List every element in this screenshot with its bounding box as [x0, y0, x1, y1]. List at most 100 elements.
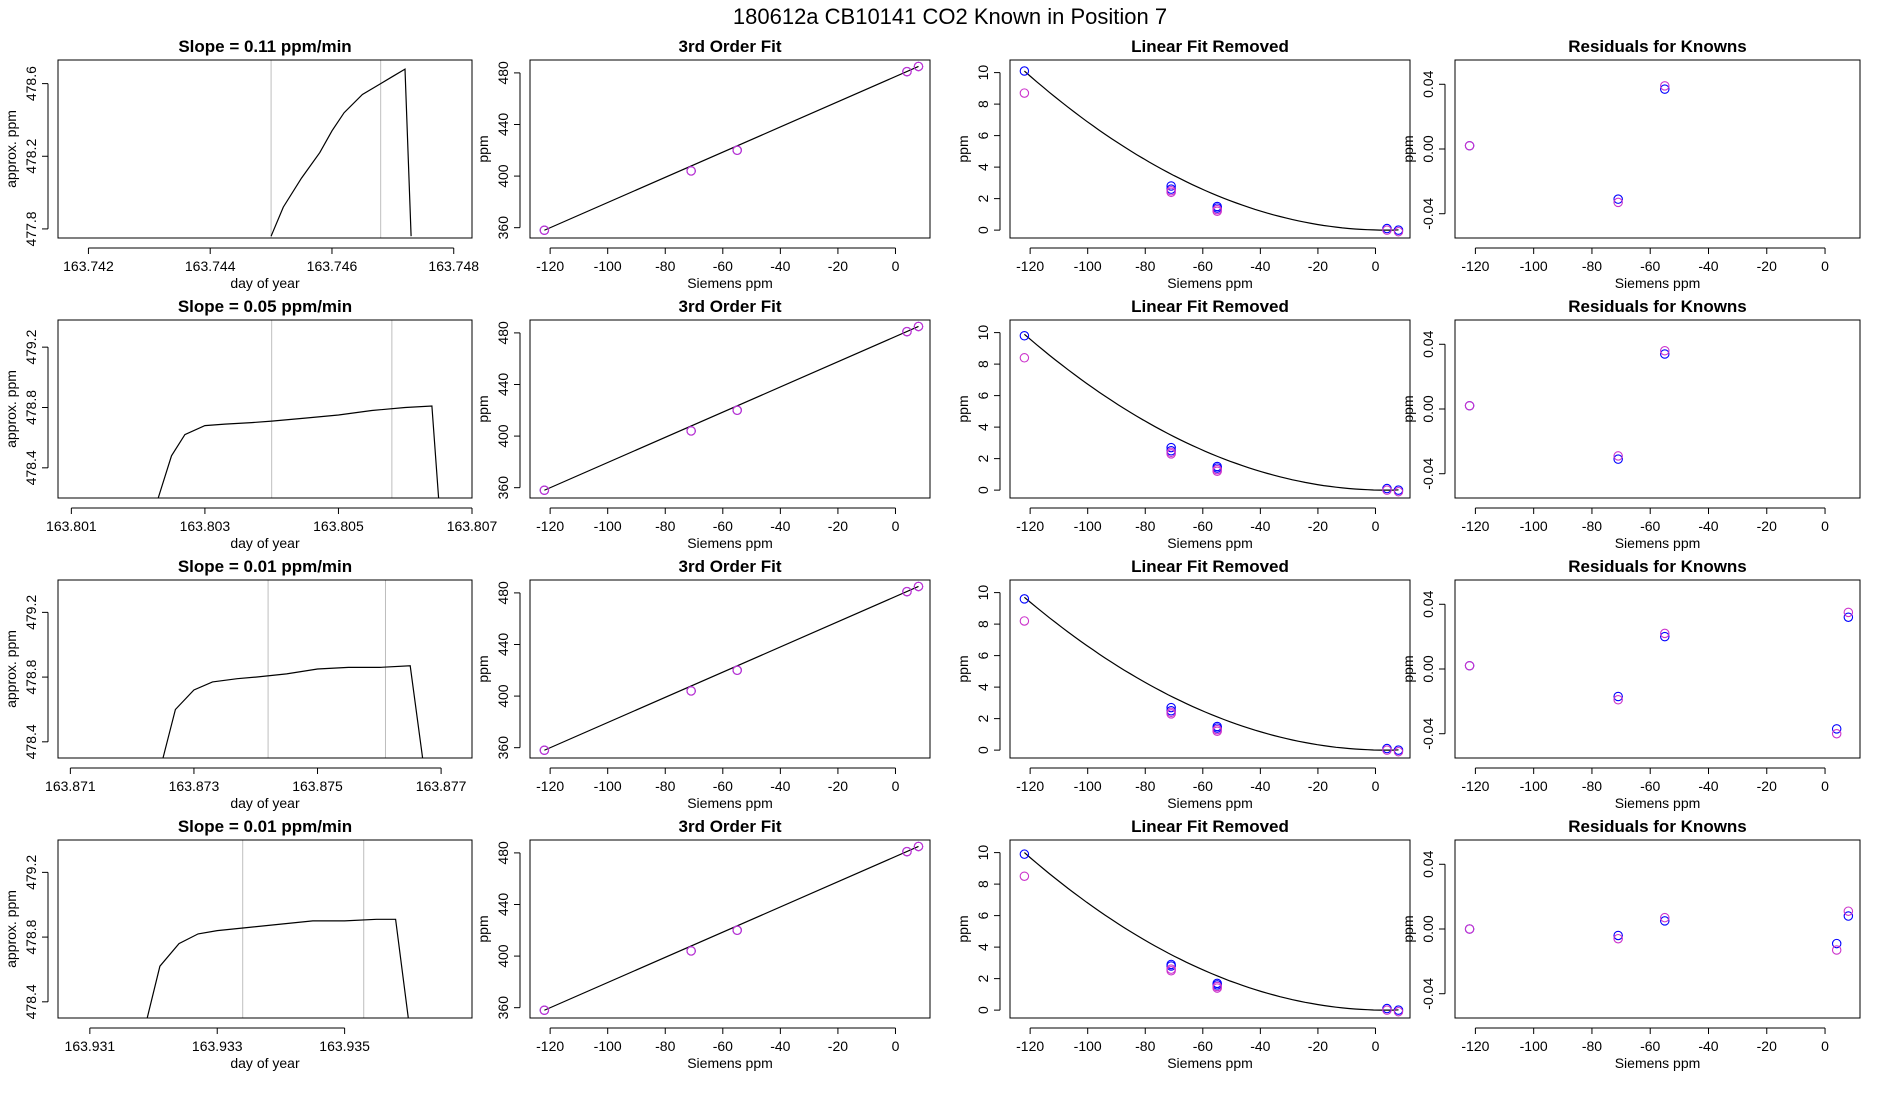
fit-line	[544, 325, 919, 491]
data-point	[1613, 194, 1623, 204]
y-tick-label: 440	[495, 113, 511, 137]
plot-frame	[1454, 579, 1861, 759]
data-point	[1393, 1006, 1404, 1017]
x-tick-label: -80	[1582, 778, 1602, 794]
x-tick-label: -80	[1135, 1038, 1155, 1054]
x-tick-label: 163.801	[46, 518, 97, 534]
data-point	[1613, 197, 1623, 208]
data-point	[1843, 607, 1854, 618]
x-tick-label: 0	[892, 1038, 900, 1054]
x-tick-label: -100	[594, 518, 622, 534]
series-line	[157, 405, 440, 498]
x-tick-label: 0	[1372, 258, 1380, 274]
y-tick-label: 0.00	[1420, 655, 1436, 682]
y-axis-label: approx. ppm	[3, 370, 19, 448]
plot-frame	[1454, 319, 1861, 499]
x-tick-label: -80	[1582, 258, 1602, 274]
chart-panel: Slope = 0.01 ppm/min 163.931 163.933 163.93…	[3, 817, 473, 1071]
x-tick-label: 163.875	[292, 778, 343, 794]
x-tick-label: 163.803	[180, 518, 231, 534]
x-tick-label: 163.746	[307, 258, 358, 274]
y-axis-label: ppm	[1400, 395, 1416, 422]
data-point	[1166, 965, 1176, 976]
x-axis-label: Siemens ppm	[687, 795, 773, 811]
data-point	[1613, 454, 1623, 464]
fit-line	[544, 585, 919, 751]
data-point	[1464, 141, 1475, 151]
y-tick-label: 360	[495, 216, 511, 240]
panel-title: 3rd Order Fit	[679, 817, 782, 836]
y-tick-label: 0	[975, 746, 991, 754]
x-tick-label: 0	[1821, 518, 1829, 534]
y-tick-label: 480	[495, 841, 511, 865]
y-tick-label: 0.04	[1420, 850, 1436, 877]
y-tick-label: 400	[495, 944, 511, 968]
x-tick-label: -60	[1640, 778, 1660, 794]
data-point	[1166, 709, 1176, 719]
series-line	[162, 665, 424, 758]
x-tick-label: 163.871	[45, 778, 96, 794]
x-tick-label: -20	[1308, 518, 1328, 534]
data-point	[1660, 345, 1670, 356]
fit-line	[544, 65, 919, 231]
x-axis-label: Siemens ppm	[1615, 275, 1701, 291]
data-point	[1393, 746, 1404, 757]
fit-curve	[1024, 70, 1399, 231]
x-tick-label: 0	[1372, 778, 1380, 794]
y-axis-label: approx. ppm	[3, 890, 19, 968]
panel-grid: Slope = 0.11 ppm/min 163.742 163.744 163.74…	[3, 37, 1861, 1071]
data-point	[913, 61, 924, 72]
data-point	[1613, 691, 1623, 702]
fit-curve	[1024, 596, 1399, 751]
data-point	[539, 1005, 550, 1016]
plot-frame	[57, 319, 473, 499]
x-tick-label: -60	[1640, 518, 1660, 534]
y-tick-label: 10	[975, 585, 991, 601]
plot-frame	[57, 59, 473, 239]
x-tick-label: -40	[1250, 258, 1270, 274]
data-point	[1166, 961, 1176, 971]
plot-area	[1464, 81, 1670, 208]
data-point	[1843, 906, 1854, 916]
y-tick-label: 8	[975, 360, 991, 368]
y-tick-label: -0.04	[1420, 198, 1436, 230]
data-point	[1464, 661, 1475, 671]
plot-area	[539, 841, 924, 1016]
panel-title: 3rd Order Fit	[679, 37, 782, 56]
y-axis-label: ppm	[955, 655, 971, 682]
x-tick-label: -120	[1461, 778, 1489, 794]
data-point	[913, 581, 924, 592]
x-tick-label: -20	[1308, 1038, 1328, 1054]
x-tick-label: -40	[1698, 1038, 1718, 1054]
x-tick-label: 163.935	[319, 1038, 370, 1054]
x-tick-label: -100	[1520, 518, 1548, 534]
y-tick-label: 6	[975, 912, 991, 920]
data-point	[1393, 226, 1404, 237]
x-axis-label: Siemens ppm	[687, 535, 773, 551]
y-axis-label: ppm	[475, 915, 491, 942]
data-point	[1831, 945, 1842, 955]
y-tick-label: 440	[495, 633, 511, 657]
x-tick-label: -120	[536, 1038, 564, 1054]
data-point	[1613, 930, 1623, 941]
y-tick-label: 0	[975, 226, 991, 234]
y-tick-label: 478.6	[23, 66, 39, 101]
data-point	[1382, 745, 1392, 755]
x-tick-label: -100	[594, 1038, 622, 1054]
y-tick-label: 400	[495, 424, 511, 448]
x-tick-label: 163.742	[63, 258, 114, 274]
x-tick-label: -100	[594, 778, 622, 794]
x-tick-label: -80	[1135, 258, 1155, 274]
panel-title: Residuals for Knowns	[1568, 557, 1747, 576]
fit-curve	[1024, 852, 1399, 1011]
y-tick-label: 6	[975, 132, 991, 140]
plot-frame	[1454, 839, 1861, 1019]
plot-area	[1019, 594, 1404, 757]
plot-area	[157, 320, 440, 498]
plot-area	[1019, 849, 1404, 1017]
plot-area	[1464, 345, 1670, 464]
panel-title: 3rd Order Fit	[679, 297, 782, 316]
y-tick-label: 0.04	[1420, 70, 1436, 97]
x-axis-label: Siemens ppm	[1615, 1055, 1701, 1071]
x-tick-label: -20	[1308, 778, 1328, 794]
